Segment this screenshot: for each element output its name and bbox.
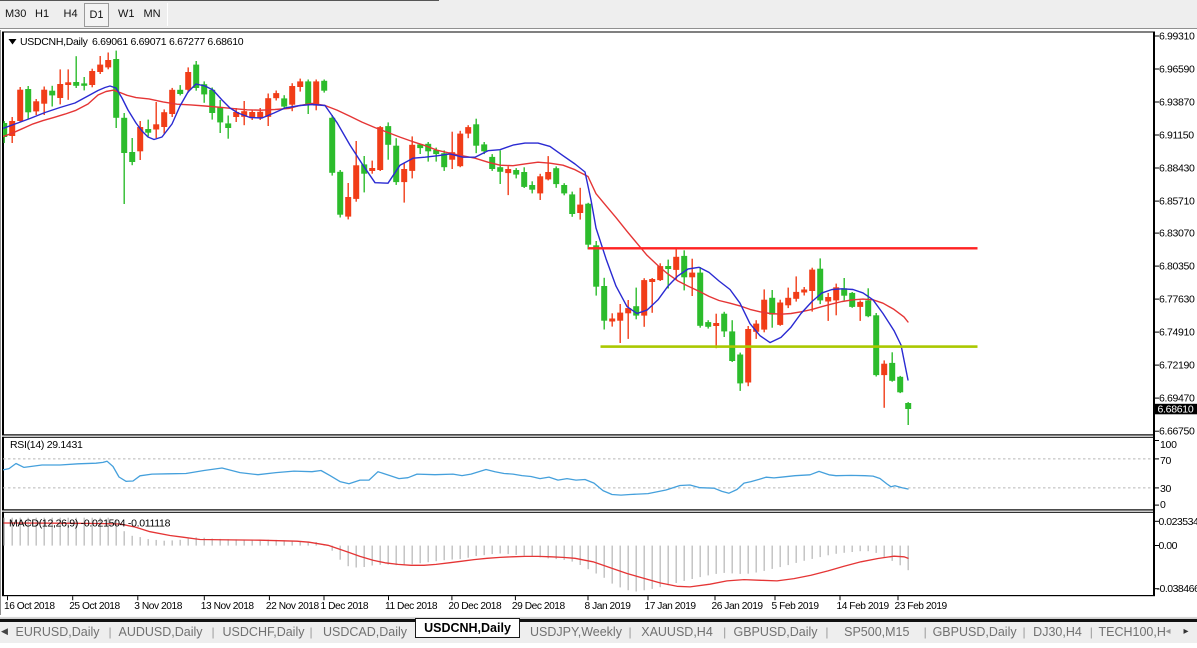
svg-text:6.69061 6.69071 6.67277 6.6861: 6.69061 6.69071 6.67277 6.68610: [92, 36, 244, 48]
svg-text:13 Nov 2018: 13 Nov 2018: [201, 601, 255, 612]
svg-text:17 Jan 2019: 17 Jan 2019: [645, 601, 697, 612]
svg-text:6.88430: 6.88430: [1159, 163, 1195, 175]
svg-text:MACD(12,26,9) -0.021504 -0.011: MACD(12,26,9) -0.021504 -0.011118: [9, 518, 171, 530]
svg-text:RSI(14) 29.1431: RSI(14) 29.1431: [10, 439, 83, 451]
svg-text:6.68610: 6.68610: [1158, 403, 1194, 415]
svg-text:6.77630: 6.77630: [1159, 294, 1195, 306]
svg-text:-0.038466: -0.038466: [1157, 583, 1197, 595]
svg-text:29 Dec 2018: 29 Dec 2018: [512, 601, 566, 612]
svg-text:6.72190: 6.72190: [1159, 360, 1195, 372]
svg-text:25 Oct 2018: 25 Oct 2018: [69, 601, 120, 612]
svg-text:6.74910: 6.74910: [1159, 327, 1195, 339]
svg-text:26 Jan 2019: 26 Jan 2019: [712, 601, 764, 612]
svg-text:22 Nov 2018: 22 Nov 2018: [266, 601, 320, 612]
svg-text:3 Nov 2018: 3 Nov 2018: [134, 601, 182, 612]
svg-text:16 Oct 2018: 16 Oct 2018: [4, 601, 55, 612]
svg-text:100: 100: [1160, 439, 1177, 451]
svg-text:30: 30: [1160, 483, 1172, 495]
svg-text:14 Feb 2019: 14 Feb 2019: [837, 601, 890, 612]
svg-text:6.66750: 6.66750: [1159, 426, 1195, 438]
svg-text:6.93870: 6.93870: [1159, 97, 1195, 109]
svg-text:0.00: 0.00: [1159, 540, 1178, 552]
svg-text:6.96590: 6.96590: [1159, 64, 1195, 76]
svg-text:6.91150: 6.91150: [1159, 130, 1194, 142]
svg-text:8 Jan 2019: 8 Jan 2019: [585, 601, 632, 612]
svg-text:23 Feb 2019: 23 Feb 2019: [895, 601, 948, 612]
svg-text:20 Dec 2018: 20 Dec 2018: [448, 601, 502, 612]
svg-text:6.80350: 6.80350: [1159, 261, 1195, 273]
svg-text:6.83070: 6.83070: [1159, 228, 1195, 240]
svg-text:USDCNH,Daily: USDCNH,Daily: [20, 36, 89, 48]
svg-text:6.99310: 6.99310: [1159, 31, 1195, 43]
svg-text:70: 70: [1160, 455, 1172, 467]
svg-text:1 Dec 2018: 1 Dec 2018: [321, 601, 369, 612]
svg-text:6.85710: 6.85710: [1159, 196, 1195, 208]
svg-text:11 Dec 2018: 11 Dec 2018: [385, 601, 438, 612]
svg-text:0.023534: 0.023534: [1159, 516, 1197, 528]
svg-text:0: 0: [1160, 499, 1166, 511]
svg-text:5 Feb 2019: 5 Feb 2019: [772, 601, 820, 612]
